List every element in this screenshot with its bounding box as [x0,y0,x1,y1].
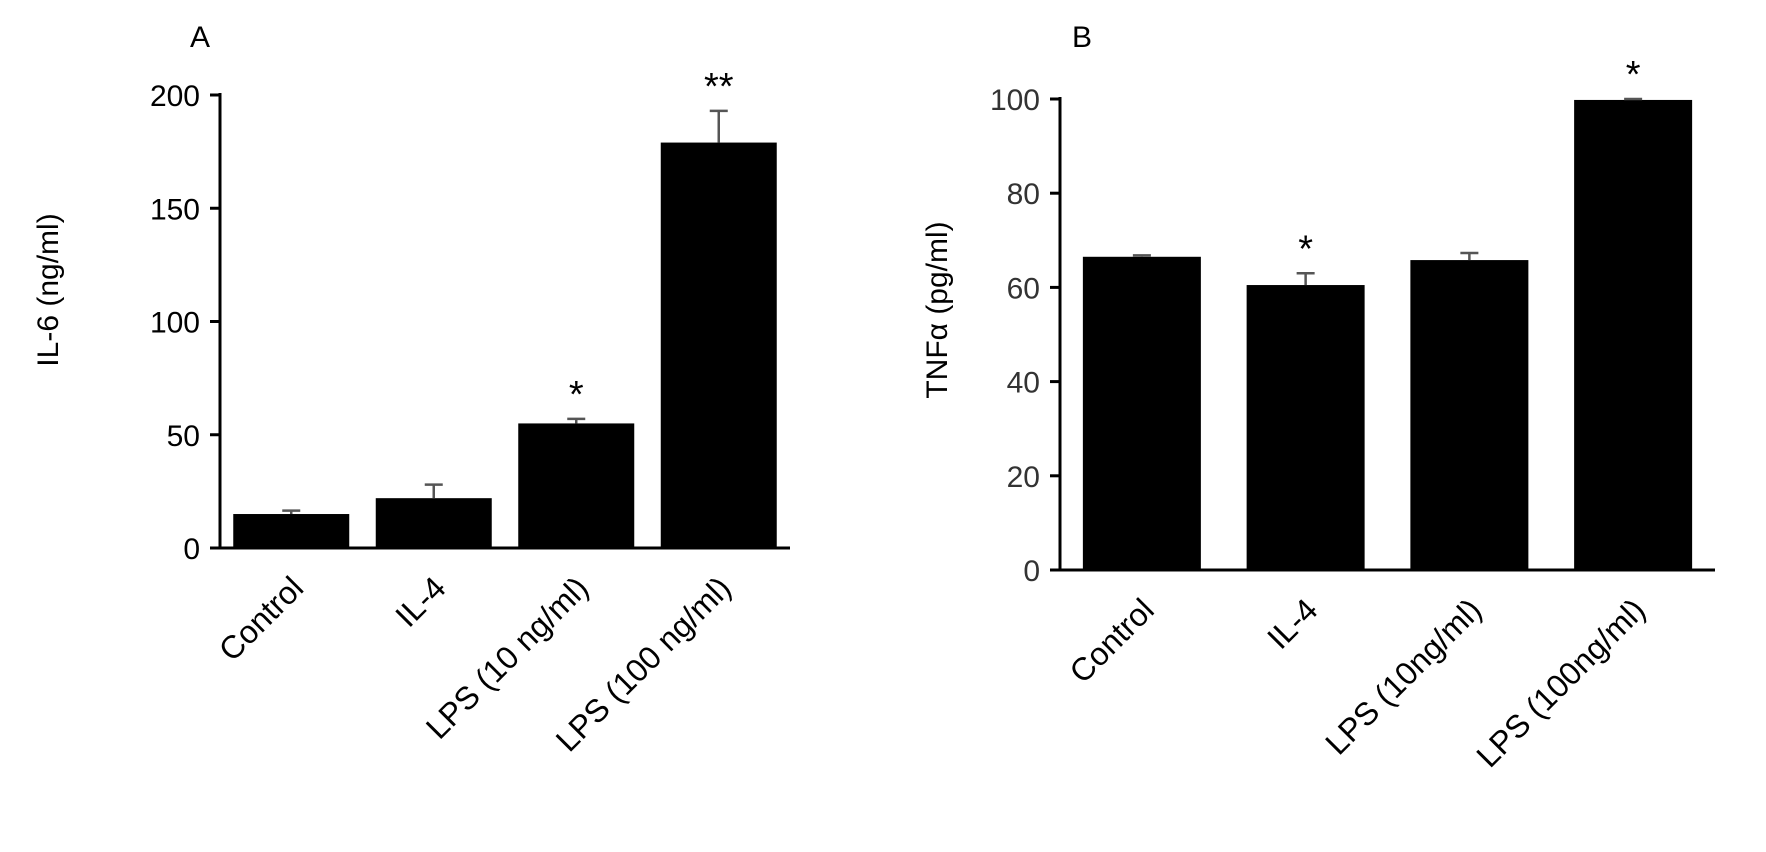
panel-b-error-bars [1132,97,1643,286]
significance-mark: ** [704,66,734,108]
significance-mark: * [1298,228,1313,270]
x-category-label: IL-4 [1260,591,1324,655]
significance-mark: * [1626,54,1641,96]
panel-b-y-axis-label: TNFα (pg/ml) [921,221,954,398]
panel-a-y-axis-label: IL-6 (ng/ml) [32,213,65,366]
y-tick-label: 0 [183,533,200,566]
y-tick-label: 100 [990,84,1040,117]
panel-b-axes [1058,97,1715,572]
panel-a-error-bars [282,109,728,515]
y-tick-label: 150 [150,193,200,226]
y-tick-label: 20 [1007,461,1040,494]
panel-a-label: A [190,21,210,54]
significance-mark: * [569,374,584,416]
bar [1082,256,1201,570]
panel-b-y-ticks: 0 20 40 60 80 100 [990,84,1060,588]
bar [1246,285,1365,570]
bar [1410,260,1529,570]
y-tick-label: 80 [1007,178,1040,211]
y-tick-label: 50 [167,420,200,453]
panel-a-y-ticks: 0 50 100 150 200 [150,80,220,566]
panel-a-bars [233,142,777,548]
y-tick-label: 60 [1007,272,1040,305]
x-category-label: Control [1062,591,1160,689]
panel-b-bars [1082,99,1693,570]
bar [233,514,350,548]
bar [375,498,492,548]
bar [1574,99,1693,570]
x-category-label: LPS (100ng/ml) [1469,591,1652,774]
y-tick-label: 40 [1007,367,1040,400]
panel-b-label: B [1072,21,1092,54]
bar [518,423,635,548]
bar [660,142,777,548]
panel-a-axes [218,93,790,550]
y-tick-label: 200 [150,80,200,113]
x-category-label: Control [212,569,310,667]
y-tick-label: 0 [1023,555,1040,588]
panel-a-significance-marks: *** [569,66,734,416]
x-category-label: IL-4 [388,569,452,633]
x-category-label: LPS (10ng/ml) [1318,591,1488,761]
y-tick-label: 100 [150,307,200,340]
panel-b-significance-marks: ** [1298,54,1641,270]
